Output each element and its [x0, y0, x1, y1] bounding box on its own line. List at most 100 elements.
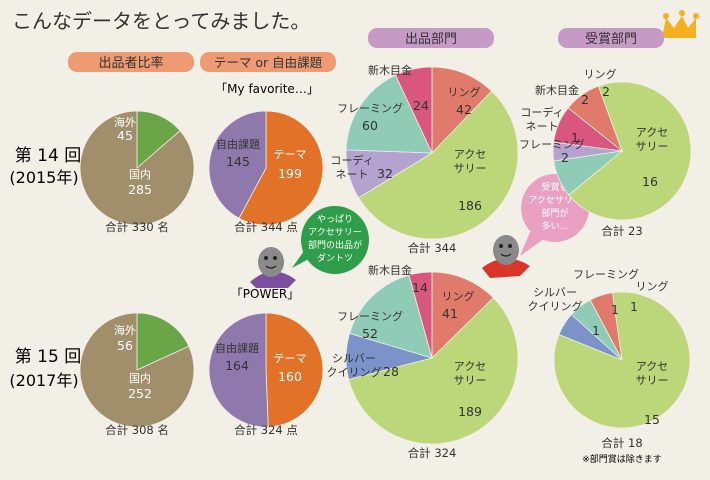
pie-slice [431, 271, 494, 359]
chart-total: 合計 308 名 [105, 423, 169, 437]
pie-slice [79, 110, 195, 226]
slice-label: フレーミング [519, 137, 585, 151]
slice-label: シルバー [332, 352, 376, 365]
header-awards-bar [558, 28, 664, 48]
slice-label: サリー [454, 162, 487, 175]
bubble-green-line-3: 部門の出品が [308, 239, 362, 251]
slice-value: 16 [642, 174, 658, 189]
slice-value: 1 [630, 299, 638, 314]
theme-name-15: 「POWER」 [231, 287, 299, 301]
slice-value: 2 [581, 92, 589, 107]
header-awards: 受賞部門 [585, 32, 637, 47]
footnote: ※部門賞は除きます [582, 453, 662, 465]
slice-label: アクセ [454, 148, 486, 161]
row-edition-14: 第 14 回 [15, 146, 81, 166]
slice-label: 海外 [114, 323, 136, 337]
chart-total: 合計 23 [601, 224, 642, 238]
slice-label: フレーミング [573, 267, 639, 281]
slice-label: 新木目金 [368, 263, 412, 277]
chart-total: 合計 324 点 [234, 423, 298, 437]
mascot-purple [250, 247, 296, 288]
slice-value: 24 [413, 98, 429, 113]
pie-slice [238, 110, 324, 226]
slice-label: サリー [636, 140, 669, 153]
pie-slice [345, 74, 433, 154]
slice-label: フレーミング [337, 309, 403, 323]
bubble-green-line-1: やっぱり [317, 214, 353, 225]
slice-value: 42 [456, 102, 472, 117]
mascot-red [482, 235, 530, 278]
bubble-pink-line-4: 多い… [541, 220, 568, 232]
row-year-2017: (2017年) [9, 371, 78, 390]
slice-label: クイリング [528, 299, 583, 313]
slice-value: 28 [383, 364, 399, 379]
header-ratio-bar [68, 52, 194, 72]
slice-label: リング [442, 289, 475, 303]
pie-slice [394, 66, 433, 154]
header-entries-bar [368, 28, 494, 48]
slice-label: 新木目金 [535, 83, 579, 97]
pie-slice [358, 90, 519, 240]
slice-label: 海外 [114, 115, 136, 129]
slice-label: リング [448, 85, 481, 99]
slice-value: 2 [602, 84, 610, 99]
slice-label: クイリング [327, 365, 382, 379]
slice-label: サリー [636, 374, 669, 387]
slice-label: ネート [336, 168, 369, 181]
header-ratio: 出品者比率 [98, 55, 163, 71]
slice-value: 2 [561, 150, 569, 165]
slice-label: 国内 [129, 167, 151, 181]
slice-label: フレーミング [337, 101, 403, 115]
chart-total: 合計 18 [601, 436, 642, 450]
header-theme-bar [200, 52, 336, 72]
slice-value: 1 [571, 130, 579, 145]
bubble-pink-line-3: 部門が [541, 207, 568, 219]
slice-value: 14 [412, 280, 428, 295]
pie-slice [570, 299, 623, 361]
pie-slice [349, 274, 433, 359]
theme-name-14: 「My favorite…」 [215, 82, 319, 96]
chart-total: 合計 344 [408, 241, 457, 255]
slice-value: 1 [592, 323, 600, 338]
pie-slice [348, 297, 519, 445]
page-title: こんなデータをとってみました。 [12, 9, 310, 33]
header-theme: テーマ or 自由課題 [214, 55, 323, 70]
pie-slice [567, 85, 623, 153]
slice-label: 国内 [129, 371, 151, 385]
slice-value: 45 [117, 128, 133, 143]
slice-label: シルバー [533, 286, 577, 299]
pie-slice [265, 312, 324, 428]
bubble-pink-line-2: アクセサリー [528, 195, 582, 206]
slice-value: 164 [225, 358, 249, 373]
slice-value: 60 [362, 118, 378, 133]
slice-value: 199 [278, 166, 302, 181]
pie-slice [568, 81, 692, 221]
slice-label: ネート [526, 120, 559, 133]
slice-label: 新木目金 [368, 63, 412, 77]
slice-value: 15 [644, 412, 660, 427]
crown-icon [662, 10, 699, 38]
slice-label: リング [636, 279, 669, 293]
slice-value: 56 [117, 338, 133, 353]
slice-value: 189 [458, 404, 482, 419]
pie-slice [431, 66, 493, 154]
slice-value: 1 [611, 302, 619, 317]
row-year-2015: (2015年) [9, 168, 78, 187]
chart-total: 合計 330 名 [105, 220, 169, 234]
slice-value: 41 [442, 306, 458, 321]
slice-label: アクセ [636, 360, 668, 373]
slice-value: 285 [128, 182, 152, 197]
pie-slice [208, 110, 267, 219]
slice-value: 252 [128, 386, 152, 401]
comment-bubble-green: やっぱり アクセサリー 部門の出品が ダントツ [292, 206, 369, 274]
row-edition-15: 第 15 回 [15, 347, 81, 367]
header-entries: 出品部門 [405, 32, 457, 47]
slice-label: テーマ [274, 148, 307, 161]
bubble-green-line-2: アクセサリー [308, 227, 362, 238]
slice-label: コーディ [520, 105, 563, 119]
bubble-green-line-4: ダントツ [317, 252, 353, 264]
slice-value: 32 [377, 166, 393, 181]
